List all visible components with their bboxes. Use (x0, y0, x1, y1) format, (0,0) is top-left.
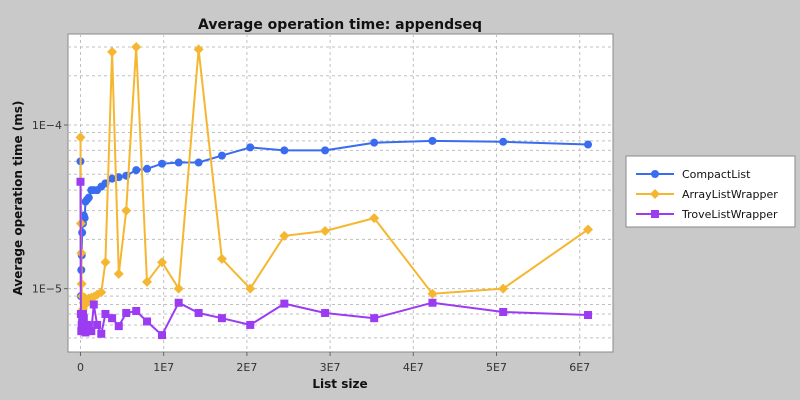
legend: CompactList ArrayListWrapper TroveListWrap… (625, 155, 796, 228)
legend-marker-arraylistwrapper (650, 189, 660, 199)
data-point-compactlist (80, 214, 89, 223)
series-group (75, 41, 594, 340)
series-arraylistwrapper (75, 41, 594, 315)
data-point-arraylistwrapper (96, 287, 107, 298)
x-tick-label: 6E7 (569, 361, 590, 374)
data-point-trovelistwrapper (174, 298, 183, 307)
x-tick-label: 3E7 (320, 361, 341, 374)
data-point-trovelistwrapper (87, 327, 96, 336)
data-point-trovelistwrapper (83, 320, 92, 329)
x-tick-label: 4E7 (403, 361, 424, 374)
data-point-arraylistwrapper (245, 283, 256, 294)
plot-area (67, 33, 614, 353)
data-point-arraylistwrapper (320, 226, 331, 237)
data-point-trovelistwrapper (76, 177, 85, 186)
data-point-compactlist (143, 164, 152, 173)
data-point-arraylistwrapper (193, 44, 204, 55)
data-point-arraylistwrapper (427, 288, 438, 299)
data-point-trovelistwrapper (122, 308, 131, 317)
data-point-trovelistwrapper (97, 329, 106, 338)
x-tick-label: 0 (77, 361, 84, 374)
y-tick-label: 1E−4 (32, 119, 62, 132)
data-point-arraylistwrapper (100, 257, 111, 268)
data-point-trovelistwrapper (78, 309, 87, 318)
data-point-trovelistwrapper (132, 307, 141, 316)
data-point-arraylistwrapper (216, 253, 227, 264)
data-point-trovelistwrapper (499, 307, 508, 316)
data-point-compactlist (584, 140, 593, 149)
data-point-trovelistwrapper (321, 308, 330, 317)
data-point-trovelistwrapper (108, 314, 117, 323)
data-point-trovelistwrapper (93, 320, 102, 329)
legend-label-arraylistwrapper: ArrayListWrapper (682, 188, 778, 201)
data-point-compactlist (158, 159, 167, 168)
data-point-arraylistwrapper (113, 268, 124, 279)
data-point-arraylistwrapper (107, 46, 118, 57)
data-point-compactlist (370, 138, 379, 147)
data-point-trovelistwrapper (143, 317, 152, 326)
y-axis-label: Average operation time (ms) (11, 101, 25, 296)
legend-marker-compactlist (651, 170, 659, 178)
data-point-trovelistwrapper (217, 314, 226, 323)
data-point-trovelistwrapper (158, 331, 167, 340)
data-point-arraylistwrapper (173, 283, 184, 294)
data-point-compactlist (194, 158, 203, 167)
legend-marker-trovelistwrapper (651, 210, 659, 218)
data-point-arraylistwrapper (142, 276, 153, 287)
data-point-trovelistwrapper (428, 298, 437, 307)
data-point-arraylistwrapper (157, 257, 168, 268)
chart-title: Average operation time: appendseq (198, 17, 482, 33)
data-point-compactlist (499, 137, 508, 146)
series-trovelistwrapper (76, 177, 593, 340)
data-point-trovelistwrapper (370, 314, 379, 323)
data-point-compactlist (428, 136, 437, 145)
data-point-compactlist (174, 158, 183, 167)
data-point-arraylistwrapper (498, 283, 509, 294)
legend-label-trovelistwrapper: TroveListWrapper (681, 208, 778, 221)
data-point-arraylistwrapper (583, 224, 594, 235)
legend-label-compactlist: CompactList (682, 168, 751, 181)
data-point-arraylistwrapper (121, 205, 132, 216)
data-point-compactlist (321, 146, 330, 155)
x-tick-label: 2E7 (236, 361, 257, 374)
data-point-trovelistwrapper (194, 308, 203, 317)
data-point-compactlist (132, 166, 141, 175)
data-point-trovelistwrapper (584, 311, 593, 320)
data-point-compactlist (84, 193, 93, 202)
y-tick-label: 1E−5 (32, 283, 62, 296)
data-point-compactlist (246, 143, 255, 152)
data-point-compactlist (280, 146, 289, 155)
x-tick-label: 1E7 (153, 361, 174, 374)
data-point-compactlist (217, 151, 226, 160)
data-point-trovelistwrapper (114, 322, 123, 331)
data-point-trovelistwrapper (101, 309, 110, 318)
data-point-compactlist (108, 174, 117, 183)
data-point-trovelistwrapper (79, 314, 88, 323)
data-point-arraylistwrapper (131, 41, 142, 52)
data-point-compactlist (78, 228, 87, 237)
x-tick-label: 5E7 (486, 361, 507, 374)
data-point-arraylistwrapper (75, 132, 86, 143)
x-axis-label: List size (312, 377, 367, 391)
data-point-arraylistwrapper (279, 230, 290, 241)
data-point-trovelistwrapper (246, 320, 255, 329)
data-point-trovelistwrapper (280, 299, 289, 308)
data-point-trovelistwrapper (89, 300, 98, 309)
data-point-arraylistwrapper (369, 213, 380, 224)
axes: 0 1E7 2E7 3E7 4E7 5E7 6E7 1E−5 1E−4 (32, 119, 590, 374)
